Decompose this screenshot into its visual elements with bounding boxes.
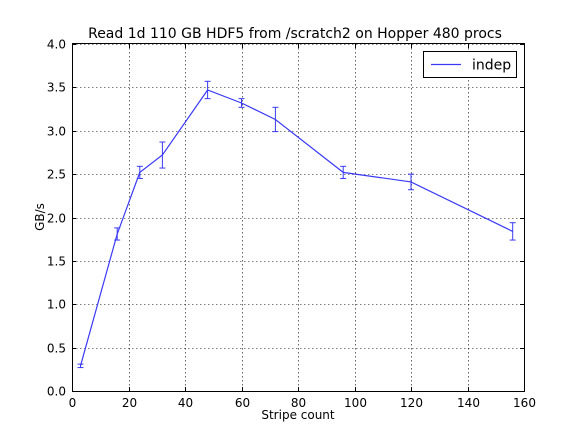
y-tick-label: 0.5	[47, 342, 66, 356]
error-bar	[340, 165, 347, 179]
x-tick-label: 20	[122, 396, 137, 410]
x-tick-label: 120	[400, 396, 423, 410]
error-bar	[272, 106, 279, 133]
error-bar	[77, 363, 84, 369]
axis-ticks	[72, 44, 525, 392]
error-bar	[204, 80, 211, 100]
series-layer	[77, 80, 516, 369]
error-bar	[408, 173, 414, 191]
y-tick-label: 1.5	[47, 255, 66, 269]
x-tick-label: 40	[178, 396, 193, 410]
error-bar	[509, 222, 516, 241]
y-tick-label: 3.0	[47, 125, 66, 139]
tick-labels: 0 20 40 60 80 100 120 140 160 0.0 0.5 1.0 1.5 2.0 2.5 3…	[47, 38, 536, 411]
x-tick-label: 60	[235, 396, 250, 410]
x-tick-label: 100	[344, 396, 367, 410]
y-tick-label: 2.0	[47, 212, 66, 226]
plot-frame	[72, 43, 525, 392]
error-bar	[136, 165, 143, 179]
x-tick-label: 80	[291, 396, 306, 410]
chart-title: Read 1d 110 GB HDF5 from /scratch2 on Ho…	[88, 26, 502, 42]
x-tick-label: 0	[69, 396, 77, 410]
y-tick-label: 1.0	[47, 298, 66, 312]
y-axis-label: GB/s	[33, 203, 47, 231]
error-bar	[238, 98, 245, 108]
error-bar	[114, 227, 121, 241]
y-tick-label: 0.0	[47, 385, 66, 399]
x-tick-label: 140	[457, 396, 480, 410]
error-bar	[159, 141, 166, 169]
series-line	[79, 89, 513, 366]
legend: indep	[423, 51, 517, 78]
y-tick-label: 4.0	[47, 38, 66, 52]
y-tick-label: 2.5	[47, 168, 66, 182]
x-tick-label: 160	[513, 396, 536, 410]
legend-label: indep	[472, 58, 511, 74]
x-axis-label: Stripe count	[261, 408, 335, 422]
y-tick-label: 3.5	[47, 81, 66, 95]
